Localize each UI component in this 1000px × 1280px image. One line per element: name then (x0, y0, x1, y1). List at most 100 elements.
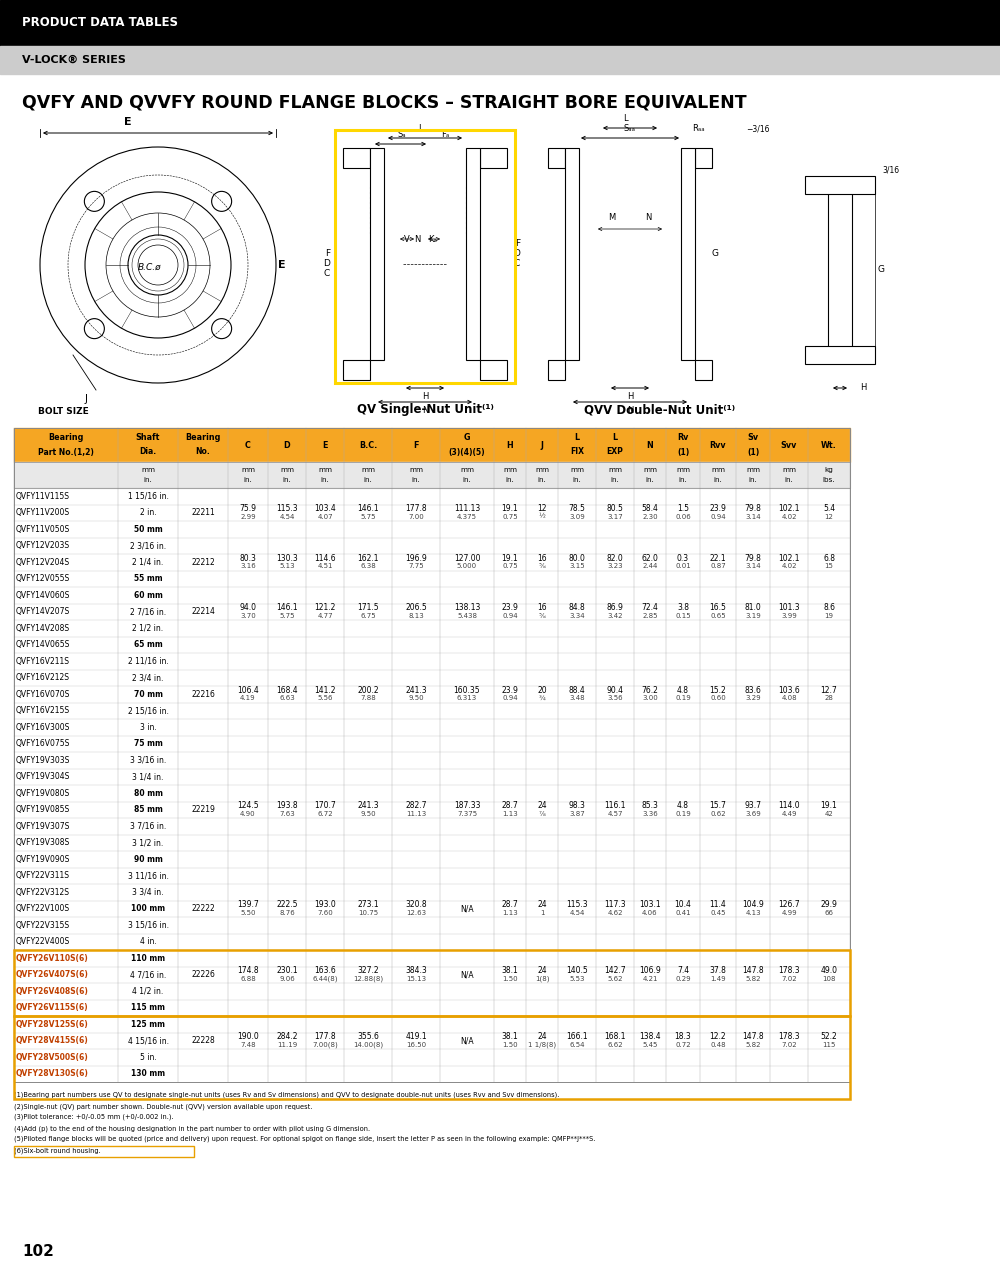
Text: 22228: 22228 (191, 1037, 215, 1046)
Bar (335, 131, 515, 383)
Text: N: N (422, 406, 428, 415)
Text: 115.3: 115.3 (566, 900, 588, 910)
Text: 190.0: 190.0 (237, 1033, 259, 1042)
Text: 106.9: 106.9 (639, 966, 661, 975)
Text: 3.70: 3.70 (240, 613, 256, 618)
Bar (14, 719, 850, 736)
Text: in.: in. (412, 477, 420, 483)
Text: (3)Pilot tolerance: +0/-0.05 mm (+0/-0.002 in.).: (3)Pilot tolerance: +0/-0.05 mm (+0/-0.0… (14, 1114, 174, 1120)
Text: 9.50: 9.50 (408, 695, 424, 701)
Bar (14, 785, 850, 801)
Text: 7.48: 7.48 (240, 1042, 256, 1047)
Text: 178.3: 178.3 (778, 1033, 800, 1042)
Text: D: D (513, 250, 520, 259)
Text: 193.0: 193.0 (314, 900, 336, 910)
Text: 78.5: 78.5 (569, 504, 585, 513)
Text: 5.56: 5.56 (317, 695, 333, 701)
Text: 3.87: 3.87 (569, 810, 585, 817)
Text: 115.3: 115.3 (276, 504, 298, 513)
Text: 125 mm: 125 mm (131, 1020, 165, 1029)
Text: 29.9: 29.9 (821, 900, 837, 910)
Text: 42: 42 (825, 810, 833, 817)
Text: 90 mm: 90 mm (134, 855, 162, 864)
Text: in.: in. (611, 477, 619, 483)
Text: 4.57: 4.57 (607, 810, 623, 817)
Text: 88.4: 88.4 (569, 686, 585, 695)
Text: 12.7: 12.7 (821, 686, 837, 695)
Text: 20: 20 (537, 686, 547, 695)
Text: N/A: N/A (460, 1037, 474, 1046)
Text: 4.375: 4.375 (457, 513, 477, 520)
Text: 15.7: 15.7 (710, 801, 726, 810)
Text: Wt.: Wt. (821, 442, 837, 451)
Text: 22212: 22212 (191, 558, 215, 567)
Text: QVFY AND QVVFY ROUND FLANGE BLOCKS – STRAIGHT BORE EQUIVALENT: QVFY AND QVVFY ROUND FLANGE BLOCKS – STR… (22, 93, 747, 111)
Text: D: D (323, 260, 330, 269)
Text: EXP: EXP (607, 448, 623, 457)
Bar (14, 1000, 850, 1016)
Text: 22.1: 22.1 (710, 554, 726, 563)
Text: 18.3: 18.3 (675, 1033, 691, 1042)
Text: 3 3/4 in.: 3 3/4 in. (132, 888, 164, 897)
Text: 8.76: 8.76 (279, 910, 295, 915)
Text: 5.82: 5.82 (745, 975, 761, 982)
Bar (14, 1050, 850, 1065)
Text: 103.1: 103.1 (639, 900, 661, 910)
Text: 5.45: 5.45 (642, 1042, 658, 1047)
Text: 4.62: 4.62 (607, 910, 623, 915)
Bar (14, 588, 850, 603)
Text: in.: in. (321, 477, 329, 483)
Text: 3.09: 3.09 (569, 513, 585, 520)
Text: 7.02: 7.02 (781, 1042, 797, 1047)
Text: 50 mm: 50 mm (134, 525, 162, 534)
Text: QVFY28V500S(6): QVFY28V500S(6) (16, 1052, 89, 1061)
Text: (1)Bearing part numbers use QV to designate single-nut units (uses Rv and Sv dim: (1)Bearing part numbers use QV to design… (14, 1092, 559, 1098)
Text: 84.8: 84.8 (569, 603, 585, 612)
Text: 0.29: 0.29 (675, 975, 691, 982)
Text: 98.3: 98.3 (569, 801, 585, 810)
Text: QVFY12V055S: QVFY12V055S (16, 575, 70, 584)
Text: Sₐₐ: Sₐₐ (624, 124, 636, 133)
Text: 147.8: 147.8 (742, 1033, 764, 1042)
Text: 12.88(8): 12.88(8) (353, 975, 383, 982)
Text: 80.5: 80.5 (607, 504, 623, 513)
Text: 28.7: 28.7 (502, 900, 518, 910)
Text: 7.00: 7.00 (408, 513, 424, 520)
Text: QVFY19V308S: QVFY19V308S (16, 838, 70, 847)
Text: 4.08: 4.08 (781, 695, 797, 701)
Text: 4 7/16 in.: 4 7/16 in. (130, 970, 166, 979)
Text: 2 7/16 in.: 2 7/16 in. (130, 607, 166, 616)
Text: 93.7: 93.7 (744, 801, 762, 810)
Bar (14, 933, 850, 950)
Text: 1.13: 1.13 (502, 910, 518, 915)
Text: 103.4: 103.4 (314, 504, 336, 513)
Text: C: C (514, 260, 520, 269)
Bar (14, 884, 850, 901)
Text: 80.3: 80.3 (240, 554, 256, 563)
Text: 12: 12 (825, 513, 833, 520)
Text: QVFY16V212S: QVFY16V212S (16, 673, 70, 682)
Text: Rv: Rv (677, 434, 689, 443)
Text: 5.75: 5.75 (360, 513, 376, 520)
Text: G: G (878, 265, 885, 274)
Text: 19: 19 (824, 613, 834, 618)
Bar (370, 148, 384, 360)
Text: 116.1: 116.1 (604, 801, 626, 810)
Text: mm: mm (409, 467, 423, 474)
Bar (14, 801, 850, 818)
Text: 15: 15 (825, 563, 833, 570)
Text: 160.35: 160.35 (454, 686, 480, 695)
Text: mm: mm (643, 467, 657, 474)
Text: 4.99: 4.99 (781, 910, 797, 915)
Text: 138.4: 138.4 (639, 1033, 661, 1042)
Text: Bearing: Bearing (48, 434, 84, 443)
Text: 0.19: 0.19 (675, 810, 691, 817)
Text: QVFY28V415S(6): QVFY28V415S(6) (16, 1037, 89, 1046)
Text: 0.65: 0.65 (710, 613, 726, 618)
Text: QVFY22V400S: QVFY22V400S (16, 937, 70, 946)
Bar (14, 966, 850, 983)
Text: 200.2: 200.2 (357, 686, 379, 695)
Text: ⅞: ⅞ (539, 810, 545, 817)
Text: 15.2: 15.2 (710, 686, 726, 695)
Text: 10.4: 10.4 (675, 900, 691, 910)
